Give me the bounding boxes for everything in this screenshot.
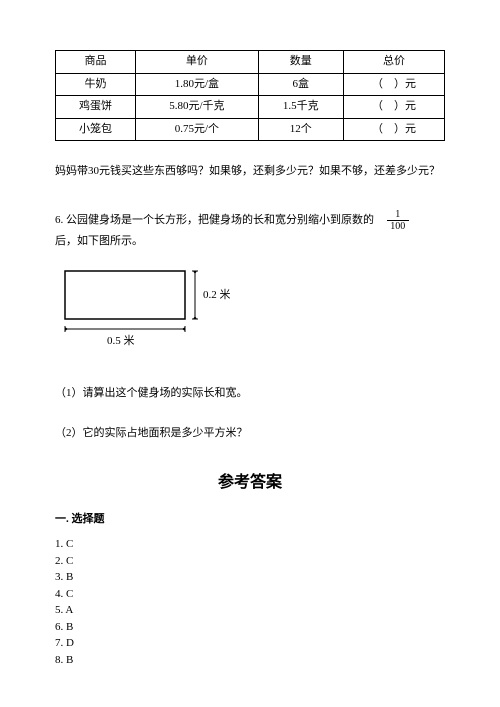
cell-qty: 12个 xyxy=(258,118,343,141)
q6-sub1: （1）请算出这个健身场的实际长和宽。 xyxy=(55,385,445,403)
table-row: 小笼包 0.75元/个 12个 （ ）元 xyxy=(56,118,445,141)
question-5-text: 妈妈带30元钱买这些东西够吗？如果够，还剩多少元？如果不够，还差多少元？ xyxy=(55,159,445,183)
q6-sub2: （2）它的实际占地面积是多少平方米？ xyxy=(55,425,445,443)
answer-item: 4. C xyxy=(55,586,445,603)
cell-total: （ ）元 xyxy=(343,118,444,141)
width-label: 0.5 米 xyxy=(107,334,135,347)
fraction-numerator: 1 xyxy=(395,209,400,220)
fraction: 1 100 xyxy=(387,209,409,232)
cell-qty: 6盒 xyxy=(258,73,343,96)
price-table: 商品 单价 数量 总价 牛奶 1.80元/盒 6盒 （ ）元 鸡蛋饼 5.80元… xyxy=(55,50,445,141)
cell-price: 1.80元/盒 xyxy=(136,73,259,96)
cell-total: （ ）元 xyxy=(343,96,444,119)
cell-qty: 1.5千克 xyxy=(258,96,343,119)
q6-suffix: 后，如下图所示。 xyxy=(55,232,445,252)
cell-total: （ ）元 xyxy=(343,73,444,96)
answer-item: 8. B xyxy=(55,652,445,669)
answer-item: 5. A xyxy=(55,602,445,619)
diagram-svg: 0.2 米 0.5 米 xyxy=(55,266,255,356)
question-6: 6. 公园健身场是一个长方形，把健身场的长和宽分别缩小到原数的 1 100 后，… xyxy=(55,209,445,252)
rectangle-diagram: 0.2 米 0.5 米 xyxy=(55,266,445,363)
th-quantity: 数量 xyxy=(258,51,343,74)
q6-prefix: 6. 公园健身场是一个长方形，把健身场的长和宽分别缩小到原数的 xyxy=(55,214,374,226)
th-total: 总价 xyxy=(343,51,444,74)
table-row: 牛奶 1.80元/盒 6盒 （ ）元 xyxy=(56,73,445,96)
cell-price: 0.75元/个 xyxy=(136,118,259,141)
answer-item: 1. C xyxy=(55,536,445,553)
answer-list: 1. C 2. C 3. B 4. C 5. A 6. B 7. D 8. B xyxy=(55,536,445,668)
th-unit-price: 单价 xyxy=(136,51,259,74)
cell-price: 5.80元/千克 xyxy=(136,96,259,119)
answers-title: 参考答案 xyxy=(55,470,445,496)
section-name: 一. 选择题 xyxy=(55,511,445,529)
cell-product: 小笼包 xyxy=(56,118,136,141)
answer-item: 3. B xyxy=(55,569,445,586)
answer-item: 2. C xyxy=(55,553,445,570)
fraction-denominator: 100 xyxy=(390,221,405,232)
table-row: 鸡蛋饼 5.80元/千克 1.5千克 （ ）元 xyxy=(56,96,445,119)
answer-item: 6. B xyxy=(55,619,445,636)
cell-product: 鸡蛋饼 xyxy=(56,96,136,119)
height-label: 0.2 米 xyxy=(203,288,231,301)
th-product: 商品 xyxy=(56,51,136,74)
cell-product: 牛奶 xyxy=(56,73,136,96)
answer-item: 7. D xyxy=(55,635,445,652)
table-header-row: 商品 单价 数量 总价 xyxy=(56,51,445,74)
